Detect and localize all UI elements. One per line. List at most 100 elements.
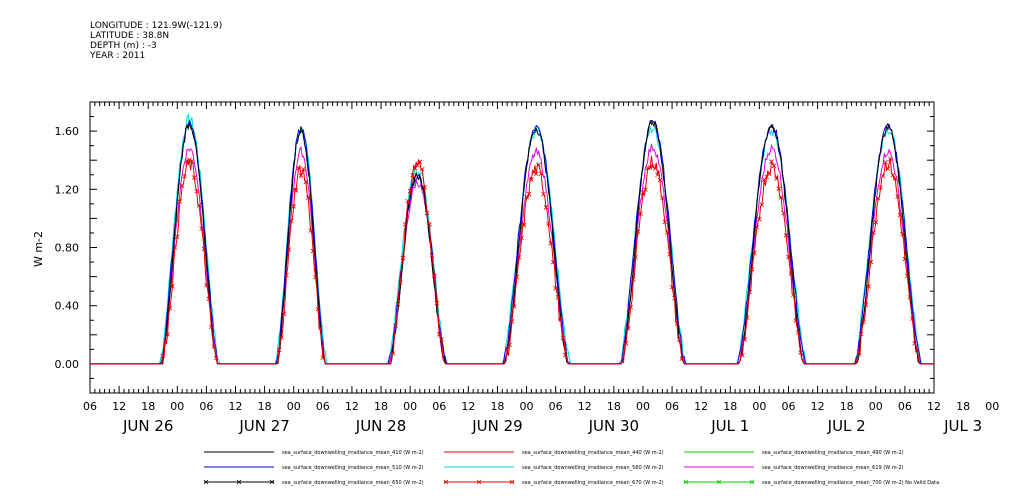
legend-entry: sea_surface_downwelling_irradiance_mean_… bbox=[522, 480, 664, 486]
series-670-marker bbox=[638, 211, 643, 216]
series-670-marker bbox=[514, 274, 520, 280]
series-670-marker bbox=[536, 162, 541, 168]
series-670-marker bbox=[563, 352, 568, 358]
series-670-marker bbox=[749, 267, 755, 272]
x-tick-label: 12 bbox=[345, 400, 359, 413]
x-tick-label: 12 bbox=[927, 400, 941, 413]
series-670-marker bbox=[863, 302, 869, 307]
legend-marker bbox=[203, 479, 209, 485]
series-670-marker bbox=[167, 305, 173, 311]
series-670-marker bbox=[548, 240, 554, 246]
series-670-marker bbox=[308, 228, 313, 233]
series-670-marker bbox=[897, 212, 903, 218]
series-670-marker bbox=[516, 255, 522, 260]
series-670-marker bbox=[313, 274, 318, 280]
series-670-marker bbox=[412, 166, 418, 171]
series-670-marker bbox=[434, 300, 440, 306]
series-670-marker bbox=[390, 351, 396, 356]
series-670-marker bbox=[165, 332, 170, 337]
series-670-marker bbox=[635, 229, 641, 235]
legend-marker bbox=[749, 479, 755, 485]
series-670-marker bbox=[504, 347, 510, 352]
series-670-marker bbox=[868, 259, 874, 265]
series-670-marker bbox=[293, 188, 299, 193]
series-670-marker bbox=[771, 163, 777, 168]
series-670-marker bbox=[560, 335, 566, 341]
x-tick-label: 18 bbox=[840, 400, 854, 413]
series-670-marker bbox=[655, 172, 660, 178]
series-670-marker bbox=[778, 195, 784, 200]
series-670-marker bbox=[432, 273, 437, 279]
x-tick-label: 18 bbox=[490, 400, 504, 413]
series-670-marker bbox=[436, 332, 442, 337]
year-text: YEAR : 2011 bbox=[90, 51, 146, 61]
x-tick-label: 18 bbox=[141, 400, 155, 413]
legend-marker bbox=[443, 479, 449, 485]
series-670-marker bbox=[170, 283, 175, 289]
series-670-marker bbox=[558, 315, 563, 320]
series-670-marker bbox=[553, 285, 558, 291]
series-670-marker bbox=[196, 203, 202, 208]
series-670-marker bbox=[650, 164, 655, 169]
series-670-marker bbox=[405, 198, 410, 204]
legend-entry: sea_surface_downwelling_irradiance_mean_… bbox=[762, 465, 904, 471]
y-tick-label: 0.40 bbox=[55, 300, 80, 313]
series-670-marker bbox=[395, 301, 401, 307]
x-tick-label: 12 bbox=[694, 400, 708, 413]
legend-entry: sea_surface_downwelling_irradiance_mean_… bbox=[762, 480, 939, 486]
x-tick-label: 06 bbox=[665, 400, 679, 413]
series-670-marker bbox=[407, 188, 413, 194]
series-670-marker bbox=[206, 296, 212, 301]
series-670-marker bbox=[766, 171, 772, 176]
series-670-marker bbox=[296, 165, 301, 171]
series-670-marker bbox=[175, 234, 180, 240]
x-day-label: JUL 2 bbox=[827, 417, 866, 435]
series-670-marker bbox=[740, 353, 745, 358]
x-day-label: JUN 26 bbox=[122, 417, 173, 435]
series-670-marker bbox=[184, 158, 190, 164]
series-670-marker bbox=[757, 216, 762, 222]
x-tick-label: 00 bbox=[752, 400, 766, 413]
series-670-marker bbox=[747, 289, 752, 295]
series-670-marker bbox=[524, 194, 529, 200]
x-day-label: JUN 29 bbox=[471, 417, 522, 435]
series-670-marker bbox=[788, 271, 794, 276]
y-tick-label: 0.00 bbox=[55, 358, 80, 371]
series-670-marker bbox=[281, 311, 287, 316]
legend-entry: sea_surface_downwelling_irradiance_mean_… bbox=[762, 450, 904, 456]
legend-entry: sea_surface_downwelling_irradiance_mean_… bbox=[522, 465, 664, 471]
legend-entry: sea_surface_downwelling_irradiance_mean_… bbox=[522, 450, 664, 456]
series-670-marker bbox=[662, 219, 668, 225]
series-670-marker bbox=[652, 166, 658, 171]
series-670-marker bbox=[427, 221, 432, 227]
series-670-marker bbox=[541, 191, 546, 197]
longitude-text: LONGITUDE : 121.9W(-121.9) bbox=[90, 21, 223, 31]
series-670-marker bbox=[626, 326, 631, 331]
series-670-marker bbox=[902, 256, 908, 262]
series-670-marker bbox=[298, 173, 304, 178]
series-670-marker bbox=[211, 344, 216, 349]
x-tick-label: 12 bbox=[811, 400, 825, 413]
series-670-marker bbox=[393, 323, 398, 328]
axis-ticks bbox=[89, 101, 935, 394]
series-670-marker bbox=[786, 254, 791, 260]
series-670-marker bbox=[744, 315, 750, 320]
x-tick-label: 00 bbox=[170, 400, 184, 413]
series-670-marker bbox=[310, 248, 316, 254]
series-670-marker bbox=[878, 185, 883, 190]
series-670-marker bbox=[630, 276, 636, 282]
series-670-marker bbox=[276, 347, 282, 353]
y-tick-label: 0.80 bbox=[55, 242, 80, 255]
series-670-marker bbox=[674, 321, 680, 326]
series-670-marker bbox=[660, 195, 665, 201]
series-670-marker bbox=[883, 160, 888, 165]
x-tick-label: 00 bbox=[985, 400, 999, 413]
series-670-marker bbox=[672, 296, 677, 301]
series-670-marker bbox=[759, 202, 765, 208]
series-670-marker bbox=[526, 191, 532, 197]
x-tick-label: 12 bbox=[112, 400, 126, 413]
series-670-marker bbox=[303, 179, 309, 185]
x-day-label: JUN 27 bbox=[238, 417, 289, 435]
y-tick-label: 1.20 bbox=[55, 183, 80, 196]
legend: sea_surface_downwelling_irradiance_mean_… bbox=[203, 450, 939, 486]
